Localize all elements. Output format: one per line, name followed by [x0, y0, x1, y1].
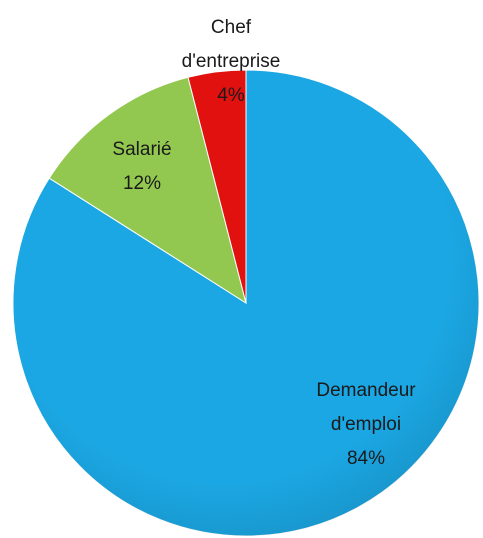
- value-label: 4%: [217, 85, 245, 106]
- value-label: 84%: [347, 448, 385, 469]
- value-label: 12%: [123, 173, 161, 194]
- pie: [12, 69, 480, 537]
- category-label: Demandeur d'emploi: [316, 380, 416, 435]
- labels: Demandeur d'emploi 84% Salarié 12% Chef d'entr…: [112, 17, 416, 469]
- category-label: Chef d'entreprise: [182, 17, 281, 72]
- category-label: Salarié: [112, 139, 171, 160]
